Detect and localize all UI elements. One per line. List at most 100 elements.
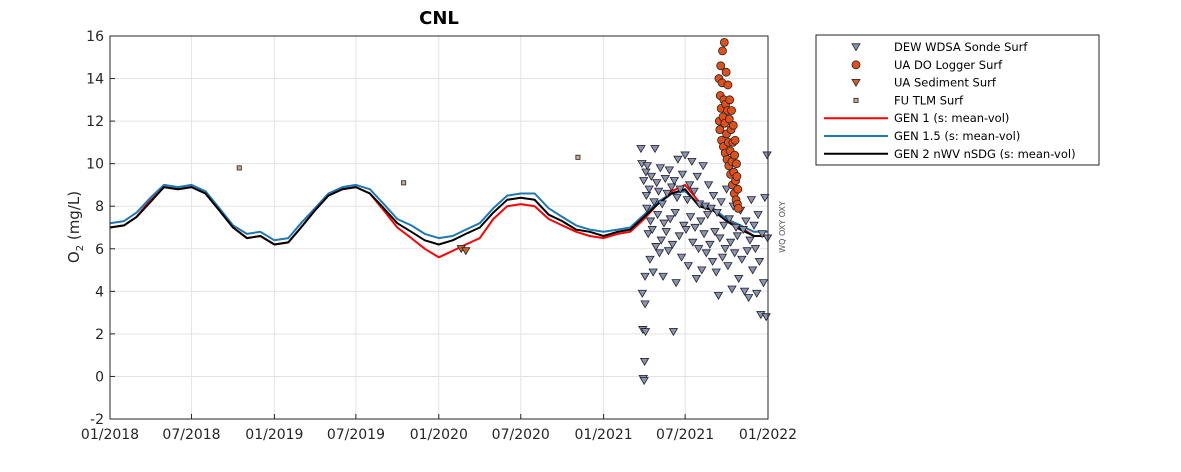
data-point — [713, 291, 724, 300]
data-point — [690, 223, 700, 232]
legend-item-gen-1-5-s-mean-vol: GEN 1.5 (s: mean-vol) — [824, 129, 1020, 143]
data-point — [677, 170, 688, 179]
data-point — [687, 157, 697, 166]
x-tick-label: 07/2018 — [162, 427, 220, 443]
y-axis-label-unit: (mg/L) — [65, 191, 83, 245]
data-point — [644, 185, 654, 194]
data-point — [689, 187, 699, 196]
data-point — [692, 172, 702, 181]
y-tick-label: -2 — [90, 412, 104, 428]
data-point — [649, 198, 659, 207]
data-point — [645, 255, 655, 264]
data-point — [684, 181, 695, 190]
data-point — [727, 106, 736, 115]
series-gen-1-5-s-mean-vol — [109, 183, 768, 242]
series-ua-do-logger-surf — [714, 37, 743, 213]
data-point — [723, 80, 733, 90]
data-point — [696, 217, 706, 226]
data-point — [575, 154, 581, 160]
data-point — [762, 151, 772, 160]
data-point — [739, 287, 750, 296]
data-point — [651, 243, 661, 252]
legend-swatch — [851, 60, 861, 70]
data-point — [716, 61, 726, 71]
series-line-gen-1-5-s-mean-vol — [109, 183, 768, 242]
data-point — [650, 145, 660, 154]
data-point — [708, 191, 719, 200]
data-point — [707, 257, 718, 266]
data-point — [757, 230, 767, 239]
legend-label: GEN 1.5 (s: mean-vol) — [894, 129, 1020, 143]
data-point — [668, 328, 679, 337]
series-fu-tlm-surf — [236, 154, 581, 186]
data-point — [733, 203, 743, 213]
data-point — [760, 194, 770, 203]
data-point — [637, 289, 648, 298]
data-point — [655, 164, 666, 173]
legend-label: UA DO Logger Surf — [894, 58, 1003, 72]
data-point — [636, 145, 646, 154]
data-point — [670, 209, 680, 217]
legend-item-ua-sediment-surf: UA Sediment Surf — [851, 76, 997, 90]
data-point — [724, 114, 734, 124]
data-point — [683, 262, 693, 271]
x-tick-label: 07/2020 — [492, 427, 550, 443]
data-point — [401, 180, 407, 186]
data-point — [717, 253, 728, 262]
data-point — [685, 213, 696, 222]
data-point — [732, 159, 741, 169]
data-point — [725, 95, 735, 105]
data-point — [700, 202, 711, 211]
legend-swatch — [853, 97, 859, 103]
data-point — [699, 230, 709, 239]
data-point — [716, 198, 726, 207]
y-axis-label-main: O — [65, 251, 83, 263]
series-line-gen-2-nwv-nsdg-s-mean-vol — [109, 186, 768, 246]
data-point — [732, 232, 743, 241]
data-point — [236, 165, 242, 171]
y-tick-label: 4 — [95, 284, 104, 300]
data-point — [750, 245, 761, 254]
x-tick-label: 07/2019 — [327, 427, 385, 443]
data-point — [729, 249, 740, 258]
data-point — [653, 187, 664, 196]
data-point — [719, 37, 729, 47]
data-point — [656, 236, 666, 245]
data-point — [749, 221, 759, 230]
legend-swatch — [851, 43, 861, 52]
data-point — [639, 377, 649, 386]
data-point — [652, 179, 662, 188]
data-point — [721, 185, 732, 194]
data-point — [730, 135, 740, 145]
data-point — [662, 189, 672, 198]
data-point — [738, 226, 748, 235]
data-point — [675, 185, 685, 194]
x-tick-label: 01/2020 — [410, 427, 468, 443]
plot-series — [109, 37, 773, 386]
data-point — [660, 174, 671, 183]
x-tick-label: 07/2021 — [656, 427, 714, 443]
data-point — [688, 238, 698, 247]
data-point — [461, 247, 471, 256]
data-point — [741, 217, 751, 226]
data-point — [671, 279, 681, 288]
data-point — [645, 217, 656, 226]
data-point — [725, 238, 736, 247]
y-tick-label: 6 — [95, 242, 104, 258]
data-point — [659, 219, 669, 228]
data-point — [664, 166, 675, 175]
data-point — [666, 183, 677, 192]
data-point — [694, 200, 705, 209]
data-point — [698, 162, 708, 171]
x-tick-label: 01/2018 — [81, 427, 139, 443]
data-point — [710, 228, 720, 237]
data-point — [679, 221, 689, 230]
data-point — [691, 274, 702, 283]
data-point — [745, 236, 755, 245]
y-tick-label: 10 — [86, 157, 104, 173]
legend-item-gen-1-s-mean-vol: GEN 1 (s: mean-vol) — [824, 111, 1009, 125]
data-point — [642, 162, 652, 171]
legend-label: FU TLM Surf — [894, 93, 964, 107]
data-point — [715, 125, 725, 135]
